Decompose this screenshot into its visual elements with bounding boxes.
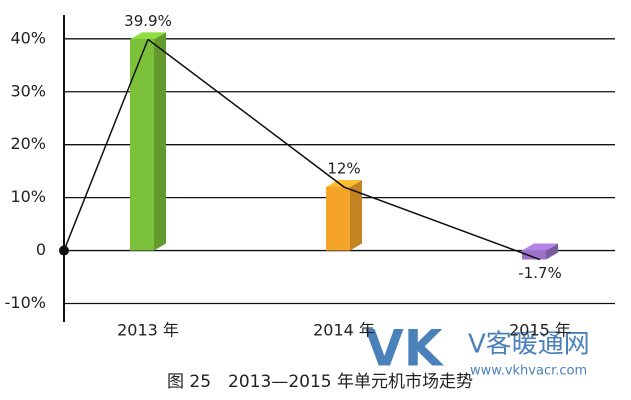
- y-tick-label: 40%: [10, 28, 46, 47]
- bar-top: [326, 180, 362, 188]
- bar-top: [130, 32, 166, 40]
- watermark-url: www.vkhvacr.com: [470, 364, 587, 379]
- bar-front: [130, 39, 154, 251]
- y-tick-label: -10%: [5, 293, 46, 312]
- origin-dot: [59, 245, 69, 256]
- y-tick-label: 0: [36, 240, 46, 259]
- watermark-logo: VK: [365, 320, 445, 378]
- watermark-name: V客暖通网: [468, 330, 590, 360]
- x-tick-label: 2013 年: [117, 321, 179, 340]
- x-tick-label: 2014 年: [313, 321, 375, 340]
- y-tick-label: 20%: [10, 134, 46, 153]
- data-label: 39.9%: [124, 12, 172, 30]
- y-tick-label: 10%: [10, 187, 46, 206]
- x-tick-label: 2015 年: [509, 321, 571, 340]
- data-label: 12%: [327, 160, 360, 178]
- bar-side: [154, 32, 166, 251]
- bar-front: [326, 187, 350, 251]
- trend-line: [147, 38, 541, 261]
- bar-front: [522, 250, 546, 260]
- origin-connector: [63, 39, 149, 251]
- y-tick-label: 30%: [10, 81, 46, 100]
- chart-title: 图 25 2013—2015 年单元机市场走势: [167, 372, 473, 392]
- bar-side: [350, 180, 362, 251]
- bar-side: [546, 243, 558, 260]
- data-label: -1.7%: [518, 264, 562, 282]
- bar-top: [522, 243, 558, 251]
